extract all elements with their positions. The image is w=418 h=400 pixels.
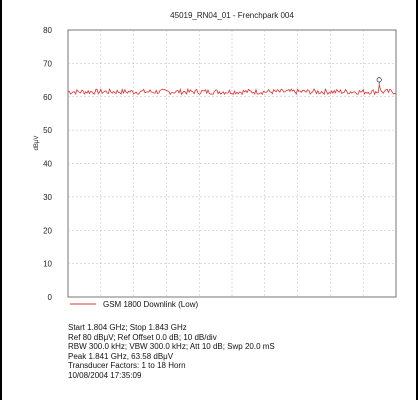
y-tick-label: 30 <box>43 193 52 202</box>
y-axis-ticks: 0 10 20 30 40 50 60 70 80 <box>43 26 52 302</box>
info-reference-level: Ref 80 dBμV; Ref Offset 0.0 dB; 10 dB/di… <box>68 332 217 342</box>
grid <box>68 30 396 297</box>
y-tick-label: 40 <box>43 160 52 169</box>
y-tick-label: 10 <box>43 260 52 269</box>
info-peak: Peak 1.841 GHz, 63.58 dBμV <box>68 351 174 361</box>
y-tick-label: 60 <box>43 93 52 102</box>
y-axis-label: dBμV <box>34 136 40 151</box>
y-tick-label: 20 <box>43 226 52 235</box>
info-timestamp: 10/08/2004 17:35:09 <box>68 370 142 380</box>
info-frequency-range: Start 1.804 GHz; Stop 1.843 GHz <box>68 323 187 332</box>
y-tick-label: 50 <box>43 126 52 135</box>
measurement-info: Start 1.804 GHz; Stop 1.843 GHz Ref 80 d… <box>68 323 398 380</box>
series-line-gsm-1800-downlink <box>67 84 397 96</box>
y-tick-label: 0 <box>48 293 53 302</box>
legend-label: GSM 1800 Downlink (Low) <box>103 300 198 309</box>
info-bandwidth-settings: RBW 300.0 kHz; VBW 300.0 kHz; Att 10 dB;… <box>68 342 275 351</box>
y-tick-label: 70 <box>43 59 52 68</box>
y-tick-label: 80 <box>43 26 52 35</box>
info-transducer: Transducer Factors: 1 to 18 Horn <box>68 361 186 370</box>
peak-marker <box>376 77 382 85</box>
chart-title: 45019_RN04_01 - Frenchpark 004 <box>170 11 294 20</box>
